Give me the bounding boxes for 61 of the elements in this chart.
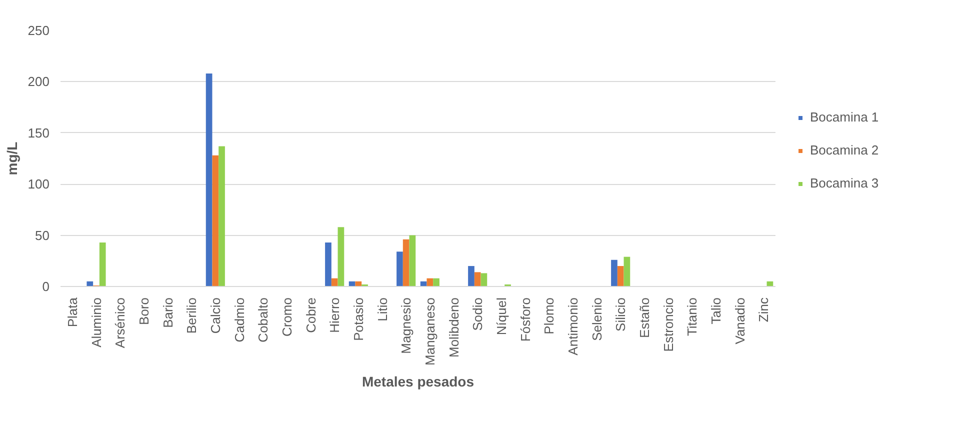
x-tick-label: Zinc <box>756 297 772 322</box>
x-tick-label: Cobalto <box>256 297 271 342</box>
x-tick-label: Molibdeno <box>446 297 462 358</box>
x-tick-label: Sodio <box>470 298 486 331</box>
bar <box>206 74 212 286</box>
bar <box>433 278 440 286</box>
bar <box>468 266 474 286</box>
y-tick-label: 150 <box>28 125 50 140</box>
x-tick-label: Bario <box>160 297 176 328</box>
bar <box>474 272 481 286</box>
bar <box>338 227 344 286</box>
legend-label: Bocamina 3 <box>810 176 879 190</box>
y-axis-title: mg/L <box>4 141 20 176</box>
bar <box>86 281 94 286</box>
x-tick-label: Talio <box>708 297 724 324</box>
bar <box>426 278 434 286</box>
x-tick-label: Magnesio <box>398 297 414 354</box>
y-tick-label: 0 <box>42 279 50 294</box>
bar <box>325 242 332 286</box>
x-tick-label: Calcio <box>208 298 223 334</box>
bar <box>611 260 618 286</box>
x-axis-title: Metales pesados <box>362 373 474 390</box>
x-tick-label: Estroncio <box>660 297 676 352</box>
x-tick-label: Hierro <box>327 297 342 333</box>
bar <box>99 242 106 286</box>
legend-label: Bocamina 2 <box>810 142 879 158</box>
bar <box>480 273 488 286</box>
bar <box>624 256 630 286</box>
x-tick-label: Boro <box>136 297 152 325</box>
bar <box>409 235 416 286</box>
x-tick-label: Arsénico <box>112 298 128 348</box>
x-tick-label: Plomo <box>542 297 557 334</box>
x-tick-label: Cadmio <box>232 298 247 342</box>
y-tick-label: 200 <box>28 74 50 90</box>
bar <box>396 252 403 286</box>
y-tick-label: 50 <box>35 228 50 243</box>
bar <box>617 266 624 286</box>
x-tick-label: Silicio <box>613 297 628 332</box>
x-tick-label: Litio <box>374 297 390 322</box>
x-tick-label: Fósforo <box>518 297 533 342</box>
y-tick-label: 100 <box>28 176 50 192</box>
bar <box>402 239 410 286</box>
x-tick-label: Antimonio <box>565 297 580 356</box>
x-tick-label: Potasio <box>350 297 366 341</box>
bar <box>331 278 338 286</box>
x-tick-label: Titanio <box>684 297 700 336</box>
x-tick-label: Berilio <box>184 298 200 334</box>
legend-label: Bocamina 1 <box>810 110 879 124</box>
bar <box>355 281 362 286</box>
x-tick-label: Selenio <box>589 297 604 341</box>
x-tick-label: Níquel <box>494 297 509 336</box>
x-tick-label: Manganeso <box>422 297 438 366</box>
bar <box>212 155 219 286</box>
x-tick-label: Vanadio <box>732 297 748 344</box>
x-tick-label: Plata <box>64 296 80 328</box>
x-tick-label: Estaño <box>636 297 652 338</box>
y-tick-label: 250 <box>28 23 50 38</box>
x-tick-label: Cobre <box>303 297 318 333</box>
x-tick-label: Aluminio <box>88 297 104 348</box>
x-tick-label: Cromo <box>279 297 294 337</box>
bar <box>218 146 225 286</box>
